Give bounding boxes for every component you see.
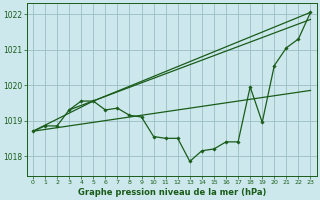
X-axis label: Graphe pression niveau de la mer (hPa): Graphe pression niveau de la mer (hPa)	[77, 188, 266, 197]
